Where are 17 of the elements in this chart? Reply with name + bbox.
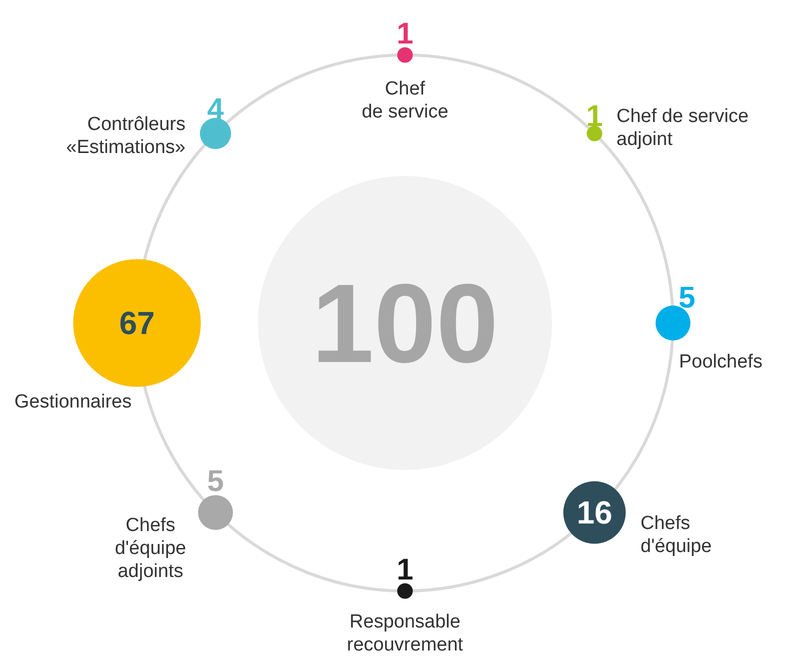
data-label: 5 xyxy=(678,282,696,314)
data-label: 5 xyxy=(207,465,224,498)
category-label: Responsable recouvrement xyxy=(346,612,464,656)
category-label: Poolchefs xyxy=(679,352,762,373)
data-label: 16 xyxy=(576,494,612,531)
data-label: 1 xyxy=(396,554,414,586)
category-label: Chef de service xyxy=(362,78,448,122)
category-label: Chefs d'équipe xyxy=(640,513,712,557)
category-label: Contrôleurs «Estimations» xyxy=(66,114,186,158)
category-label: Chefs d'équipe adjoints xyxy=(114,515,186,582)
data-label: 4 xyxy=(207,92,224,126)
data-label: 1 xyxy=(396,18,414,50)
data-label: 67 xyxy=(119,305,155,342)
category-label: Gestionnaires xyxy=(14,392,132,413)
text: 100 xyxy=(312,261,498,386)
category-label: Chef de service adjoint xyxy=(616,106,749,150)
data-label: 1 xyxy=(586,100,603,133)
